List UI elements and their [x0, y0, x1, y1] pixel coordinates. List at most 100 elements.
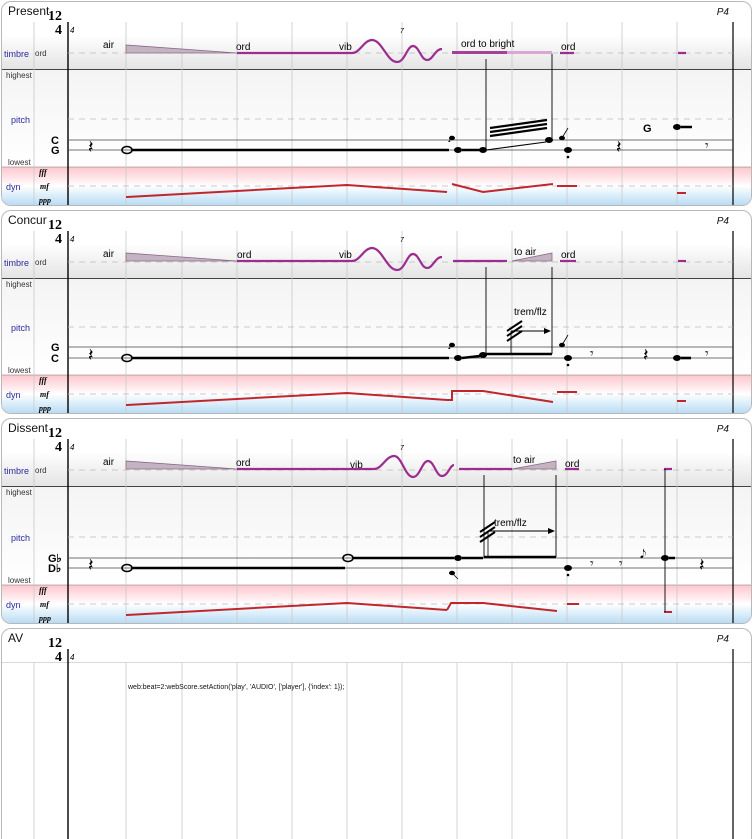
svg-text:𝄽: 𝄽 — [699, 555, 705, 575]
ppp-label: ppp — [38, 196, 51, 205]
dyn-row-label: dyn — [6, 390, 21, 400]
bar-number: 7 — [400, 237, 405, 244]
timbre-ord: ord — [237, 250, 251, 261]
timbre-row-label: timbre — [4, 258, 29, 268]
panel-title: Concur — [8, 213, 47, 227]
svg-text:𝄽: 𝄽 — [643, 345, 649, 365]
pitch-lane — [2, 70, 751, 167]
fff-label: fff — [39, 586, 48, 595]
timbre-air: air — [103, 457, 115, 468]
air-wedge — [125, 44, 238, 54]
score-concur: 12 4 4 7 timbre ord highest pitch lowest… — [2, 218, 751, 413]
score-av: 12 4 4 web:beat=2:webScore.setAction('pl… — [2, 636, 751, 839]
timbre-ord-end: ord — [561, 42, 575, 53]
time-sig-bottom: 4 — [55, 440, 62, 455]
svg-text:𝄽: 𝄽 — [88, 555, 94, 575]
time-sig-top: 12 — [48, 426, 62, 441]
panel-title: Present — [8, 4, 50, 18]
time-sig-bottom: 4 — [55, 23, 62, 38]
beat-label: 4 — [70, 653, 75, 662]
timbre-lane — [2, 35, 751, 69]
highest-label: highest — [6, 488, 33, 497]
panel-av: AV P4 12 4 4 web:beat=2:webScore.setActi… — [1, 628, 752, 839]
dyn-row-label: dyn — [6, 182, 21, 192]
part-label: P4 — [716, 216, 729, 227]
panel-concur: Concur P4 — [1, 210, 752, 414]
svg-text:𝄾: 𝄾 — [705, 137, 709, 153]
ppp-label: ppp — [38, 404, 51, 413]
part-label: P4 — [716, 7, 729, 18]
highest-label: highest — [6, 71, 33, 80]
ppp-label: ppp — [38, 614, 51, 623]
timbre-ord: ord — [236, 458, 250, 469]
dyn-row-label: dyn — [6, 600, 21, 610]
svg-text:𝄾: 𝄾 — [619, 555, 623, 571]
timbre-ord-to-bright: ord to bright — [461, 39, 515, 50]
ord-row-label: ord — [35, 49, 47, 58]
pitch-label-upper: C — [51, 135, 59, 147]
timbre-row-label: timbre — [4, 49, 29, 59]
highest-label: highest — [6, 280, 33, 289]
dyn-line — [125, 183, 448, 198]
time-sig-top: 12 — [48, 636, 62, 651]
ord-row-label: ord — [35, 466, 47, 475]
part-label: P4 — [716, 424, 729, 435]
quarter-rest: 𝄽 — [88, 137, 94, 157]
pitch-label-lower: C — [51, 353, 59, 365]
time-sig-top: 12 — [48, 218, 62, 233]
svg-text:𝄾: 𝄾 — [705, 345, 709, 361]
svg-text:𝄾: 𝄾 — [590, 345, 594, 361]
lowest-label: lowest — [8, 158, 31, 167]
av-script-text: web:beat=2:webScore.setAction('play', 'A… — [127, 684, 344, 691]
beat-label: 4 — [70, 235, 75, 244]
timbre-vib: vib — [350, 460, 363, 471]
panel-title: AV — [8, 631, 24, 645]
pitch-label-lower: D♭ — [48, 563, 61, 575]
bar-number: 7 — [400, 445, 405, 452]
ord-row-label: ord — [35, 258, 47, 267]
trem-flz-annotation: trem/flz — [494, 518, 527, 529]
timbre-row-label: timbre — [4, 466, 29, 476]
panel-title: Dissent — [8, 421, 49, 435]
timbre-vib: vib — [339, 42, 352, 53]
timbre-ord-end: ord — [561, 250, 575, 261]
timbre-to-air: to air — [514, 247, 537, 258]
timbre-air: air — [103, 249, 115, 260]
time-sig-bottom: 4 — [55, 232, 62, 247]
time-sig-top: 12 — [48, 9, 62, 24]
beat-label: 4 — [70, 443, 75, 452]
score-present: 12 4 4 7 timbre ord highest pitch lowest… — [2, 9, 751, 205]
inline-pitch: G — [643, 123, 652, 135]
svg-text:𝅘𝅥𝅮: 𝅘𝅥𝅮 — [640, 547, 646, 561]
bar-number: 7 — [400, 28, 405, 35]
beat-label: 4 — [70, 26, 75, 35]
pitch-row-label: pitch — [11, 533, 30, 543]
pitch-row-label: pitch — [11, 323, 30, 333]
score-dissent: 12 4 4 7 timbre ord highest pitch lowest… — [2, 426, 751, 623]
lowest-label: lowest — [8, 366, 31, 375]
fff-label: fff — [39, 376, 48, 385]
vibrato-line — [351, 38, 443, 64]
part-label: P4 — [716, 634, 729, 645]
pitch-label-upper: G — [51, 342, 60, 354]
trem-flz-annotation: trem/flz — [514, 307, 547, 318]
svg-text:𝄽: 𝄽 — [616, 137, 622, 157]
svg-text:𝄽: 𝄽 — [88, 345, 94, 365]
timbre-to-air: to air — [513, 455, 536, 466]
timbre-air: air — [103, 40, 115, 51]
pitch-row-label: pitch — [11, 115, 30, 125]
pitch-label-lower: G — [51, 145, 60, 157]
pitch-label-upper: G♭ — [48, 553, 62, 565]
mf-label: mf — [40, 182, 50, 191]
svg-text:𝄾: 𝄾 — [590, 555, 594, 571]
timbre-ord-end: ord — [565, 459, 579, 470]
panel-present: Present P4 — [1, 1, 752, 206]
lowest-label: lowest — [8, 576, 31, 585]
mf-label: mf — [40, 390, 50, 399]
fff-label: fff — [39, 168, 48, 177]
panel-dissent: Dissent P4 — [1, 418, 752, 624]
time-sig-bottom: 4 — [55, 650, 62, 665]
timbre-vib: vib — [339, 250, 352, 261]
mf-label: mf — [40, 600, 50, 609]
timbre-ord: ord — [236, 42, 250, 53]
